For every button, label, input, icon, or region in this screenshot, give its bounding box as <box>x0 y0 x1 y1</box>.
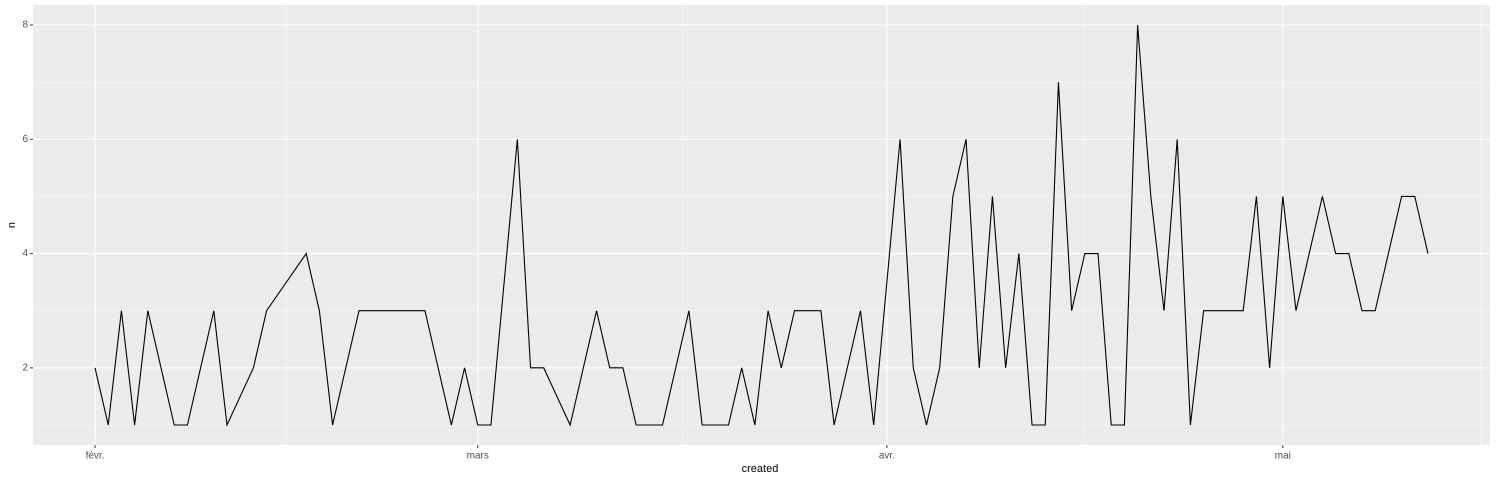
series-line <box>94 24 1429 428</box>
x-tick-label: févr. <box>86 451 105 462</box>
x-tick-label: mars <box>467 451 489 462</box>
y-tick-label: 2 <box>22 362 28 373</box>
y-tick-label: 6 <box>22 134 28 145</box>
y-tick-label: 8 <box>22 20 28 31</box>
y-tick-label: 4 <box>22 248 28 259</box>
x-tick-label: mai <box>1275 451 1291 462</box>
x-axis-title: created <box>742 463 779 475</box>
y-axis-title: n <box>6 222 18 228</box>
x-tick-label: avr. <box>879 451 895 462</box>
panel <box>33 5 1490 445</box>
